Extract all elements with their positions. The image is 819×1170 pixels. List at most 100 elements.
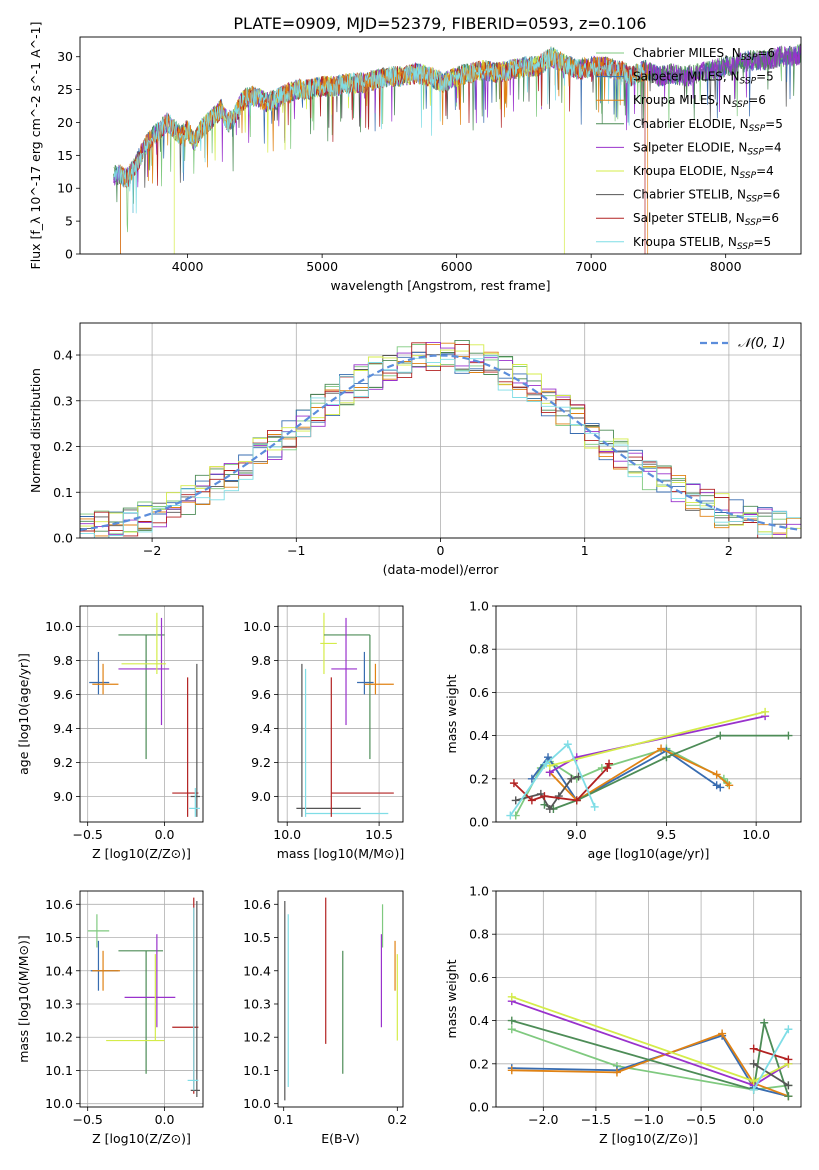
weight-line: [753, 1047, 789, 1061]
weight-line: [511, 1028, 789, 1091]
y-tick-label: 10.4: [45, 963, 73, 978]
histogram-5: [80, 344, 801, 538]
weight-series-7: [749, 1044, 793, 1064]
axes-frame: [79, 890, 204, 1108]
weight-series-8: [749, 1025, 793, 1094]
legend-entry: Salpeter STELIB, NSSP=6: [633, 211, 779, 228]
y-tick-label: 10.1: [45, 1063, 73, 1078]
error-bar-point: [106, 954, 165, 1042]
mass-vs-ebv-panel: 0.1 0.2 10.0 10.1 10.2 10.3 10.4 10.5 10.6 E(B-V): [243, 890, 407, 1146]
age-vs-mass-panel: 10.0 10.5 9.0 9.2 9.4 9.6 9.8 10.0 mass [log10(M…: [243, 605, 404, 861]
error-bar-point: [323, 634, 371, 760]
error-bar-point: [172, 677, 199, 817]
legend-entry: Salpeter ELODIE, NSSP=4: [633, 140, 782, 157]
y-tick-label: 0.8: [469, 642, 489, 657]
legend-entry: Chabrier STELIB, NSSP=6: [633, 188, 780, 205]
y-tick-label: 10.0: [243, 1096, 271, 1111]
y-tick-label: 0.6: [469, 685, 489, 700]
y-tick-label: 10.0: [45, 1096, 73, 1111]
x-axis-label: (data-model)/error: [383, 562, 500, 577]
x-axis-label: E(B-V): [321, 1131, 360, 1146]
x-tick-label: −1: [287, 543, 305, 558]
y-tick-label: 0: [65, 247, 73, 262]
axes-frame: [79, 605, 204, 823]
y-tick-label: 9.4: [251, 721, 271, 736]
weight-marker: [657, 744, 666, 753]
legend-entry: Chabrier MILES, NSSP=6: [633, 46, 775, 63]
weight-series-7: [509, 759, 614, 805]
weight-marker: [544, 753, 553, 762]
weight-marker: [605, 759, 614, 768]
y-axis-label: Flux [f_λ 10^-17 erg cm^-2 s^-1 A^-1]: [28, 22, 43, 270]
weight-marker: [507, 1016, 516, 1025]
error-bar-point: [87, 914, 110, 948]
weight-marker: [749, 1059, 758, 1068]
y-tick-label: 9.2: [251, 755, 271, 770]
error-bar-point: [121, 612, 167, 675]
weight-marker: [662, 753, 671, 762]
weight-marker: [509, 779, 518, 788]
y-tick-label: 0.1: [53, 485, 73, 500]
error-bar-point: [118, 617, 170, 726]
plot-area: [284, 897, 398, 1101]
weight-vs-age-panel: 9.0 9.5 10.0 0.0 0.2 0.4 0.6 0.8 1.0 age [log10(a…: [444, 599, 802, 861]
y-tick-label: 9.6: [53, 687, 73, 702]
weight-line: [549, 715, 766, 774]
weight-line: [544, 734, 789, 810]
error-bar-point: [172, 897, 199, 1094]
error-bar-point: [92, 950, 120, 991]
error-bar-point: [187, 907, 199, 1091]
y-tick-label: 0.0: [53, 531, 73, 546]
x-tick-label: 5000: [306, 259, 338, 274]
x-tick-label: 2: [725, 543, 733, 558]
x-axis-label: Z [log10(Z/Z⊙)]: [599, 1131, 698, 1146]
x-tick-label: 0: [437, 543, 445, 558]
y-tick-label: 15: [57, 148, 73, 163]
error-bar-point: [92, 663, 119, 695]
weight-marker: [506, 811, 515, 820]
plot-area: [87, 897, 200, 1098]
y-tick-label: 0.0: [469, 1100, 489, 1115]
y-tick-label: 10.3: [243, 996, 271, 1011]
y-tick-label: 10.0: [243, 619, 271, 634]
weight-marker: [563, 740, 572, 749]
y-tick-label: 10.1: [243, 1063, 271, 1078]
error-bar-point: [304, 668, 389, 817]
y-tick-label: 0.2: [469, 1056, 489, 1071]
error-bar-point: [189, 787, 200, 817]
weight-series-8: [506, 740, 599, 820]
error-bar-point: [190, 900, 200, 1098]
x-tick-label: 0.1: [274, 1112, 294, 1127]
x-tick-label: 7000: [575, 259, 607, 274]
error-bar-point: [118, 634, 165, 760]
x-axis-label: age [log10(age/yr)]: [588, 846, 710, 861]
y-tick-label: 10.5: [243, 930, 271, 945]
legend-entry: Salpeter MILES, NSSP=5: [633, 70, 774, 87]
y-tick-label: 10.3: [45, 996, 73, 1011]
x-tick-label: 1: [581, 543, 589, 558]
y-tick-label: 9.0: [251, 789, 271, 804]
weight-vs-metallicity-panel: −2.0 −1.5 −1.0 −0.5 0.0 0.0 0.2 0.4 0.6 0.8 1.0 Z […: [444, 884, 802, 1146]
histogram-8: [80, 355, 801, 538]
plot-area: [507, 992, 793, 1101]
plot-area: [506, 707, 793, 820]
weight-marker: [511, 796, 520, 805]
x-tick-label: −1.5: [581, 1112, 611, 1127]
gaussian-curve: [80, 354, 801, 532]
error-bar-point: [364, 663, 394, 695]
x-tick-label: 10.5: [365, 827, 393, 842]
axes-frame: [277, 605, 404, 823]
y-tick-label: 9.8: [53, 653, 73, 668]
spectrum-line-2: [120, 46, 649, 254]
weight-marker: [567, 774, 576, 783]
x-tick-label: 10.0: [273, 827, 301, 842]
weight-marker: [784, 1092, 793, 1101]
error-bar-point: [124, 934, 176, 1028]
y-axis-label: Normed distribution: [28, 368, 43, 493]
y-tick-label: 0.6: [469, 970, 489, 985]
y-tick-label: 1.0: [469, 599, 489, 614]
legend-entry: Kroupa MILES, NSSP=6: [633, 93, 766, 110]
x-tick-label: −0.5: [73, 827, 103, 842]
y-tick-label: 0.4: [469, 1013, 489, 1028]
error-bar-point: [320, 612, 337, 675]
